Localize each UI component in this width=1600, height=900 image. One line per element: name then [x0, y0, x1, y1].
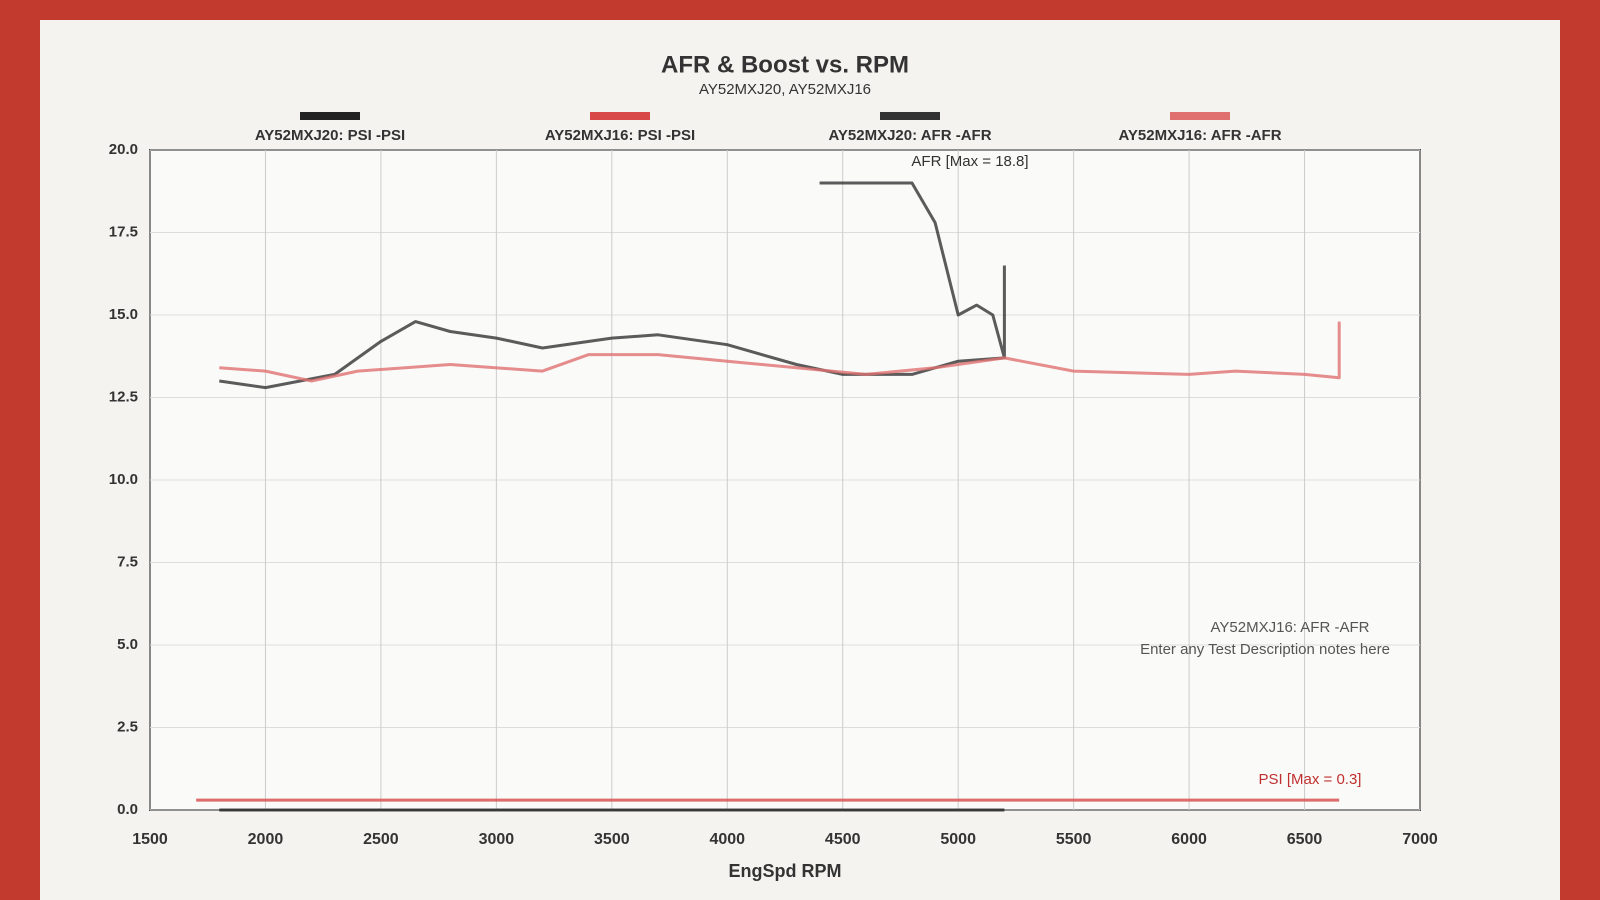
x-tick-label: 3500 [594, 831, 630, 848]
y-tick-label: 20.0 [109, 141, 138, 158]
legend-swatch [300, 112, 360, 120]
x-tick-label: 6000 [1171, 831, 1207, 848]
y-tick-label: 17.5 [109, 223, 138, 240]
x-tick-label: 1500 [132, 831, 168, 848]
chart-subtitle: AY52MXJ20, AY52MXJ16 [699, 81, 871, 98]
y-tick-label: 2.5 [117, 718, 138, 735]
legend-swatch [1170, 112, 1230, 120]
data-line [219, 321, 1341, 383]
legend-label: AY52MXJ16: AFR -AFR [1118, 127, 1281, 144]
x-tick-label: 2500 [363, 831, 399, 848]
x-tick-label: 5500 [1056, 831, 1092, 848]
legend-swatch [880, 112, 940, 120]
y-tick-label: 12.5 [109, 388, 138, 405]
y-tick-label: 10.0 [109, 471, 138, 488]
x-axis-label: EngSpd RPM [729, 861, 842, 881]
legend-label: AY52MXJ20: PSI -PSI [255, 127, 405, 144]
legend-label: AY52MXJ16: PSI -PSI [545, 127, 695, 144]
x-tick-label: 7000 [1402, 831, 1438, 848]
chart-title: AFR & Boost vs. RPM [661, 51, 909, 78]
legend-swatch [590, 112, 650, 120]
annotation: AFR [Max = 18.8] [911, 153, 1028, 170]
x-tick-label: 4500 [825, 831, 861, 848]
annotation: Enter any Test Description notes here [1140, 641, 1390, 658]
y-tick-label: 5.0 [117, 636, 138, 653]
legend-label: AY52MXJ20: AFR -AFR [828, 127, 991, 144]
x-tick-label: 4000 [709, 831, 745, 848]
annotation: PSI [Max = 0.3] [1259, 771, 1362, 788]
y-tick-label: 0.0 [117, 801, 138, 818]
annotation: AY52MXJ16: AFR -AFR [1211, 619, 1370, 636]
x-tick-label: 3000 [479, 831, 515, 848]
y-tick-label: 7.5 [117, 553, 138, 570]
x-tick-label: 5000 [940, 831, 976, 848]
x-tick-label: 6500 [1287, 831, 1323, 848]
x-tick-label: 2000 [248, 831, 284, 848]
y-tick-label: 15.0 [109, 306, 138, 323]
